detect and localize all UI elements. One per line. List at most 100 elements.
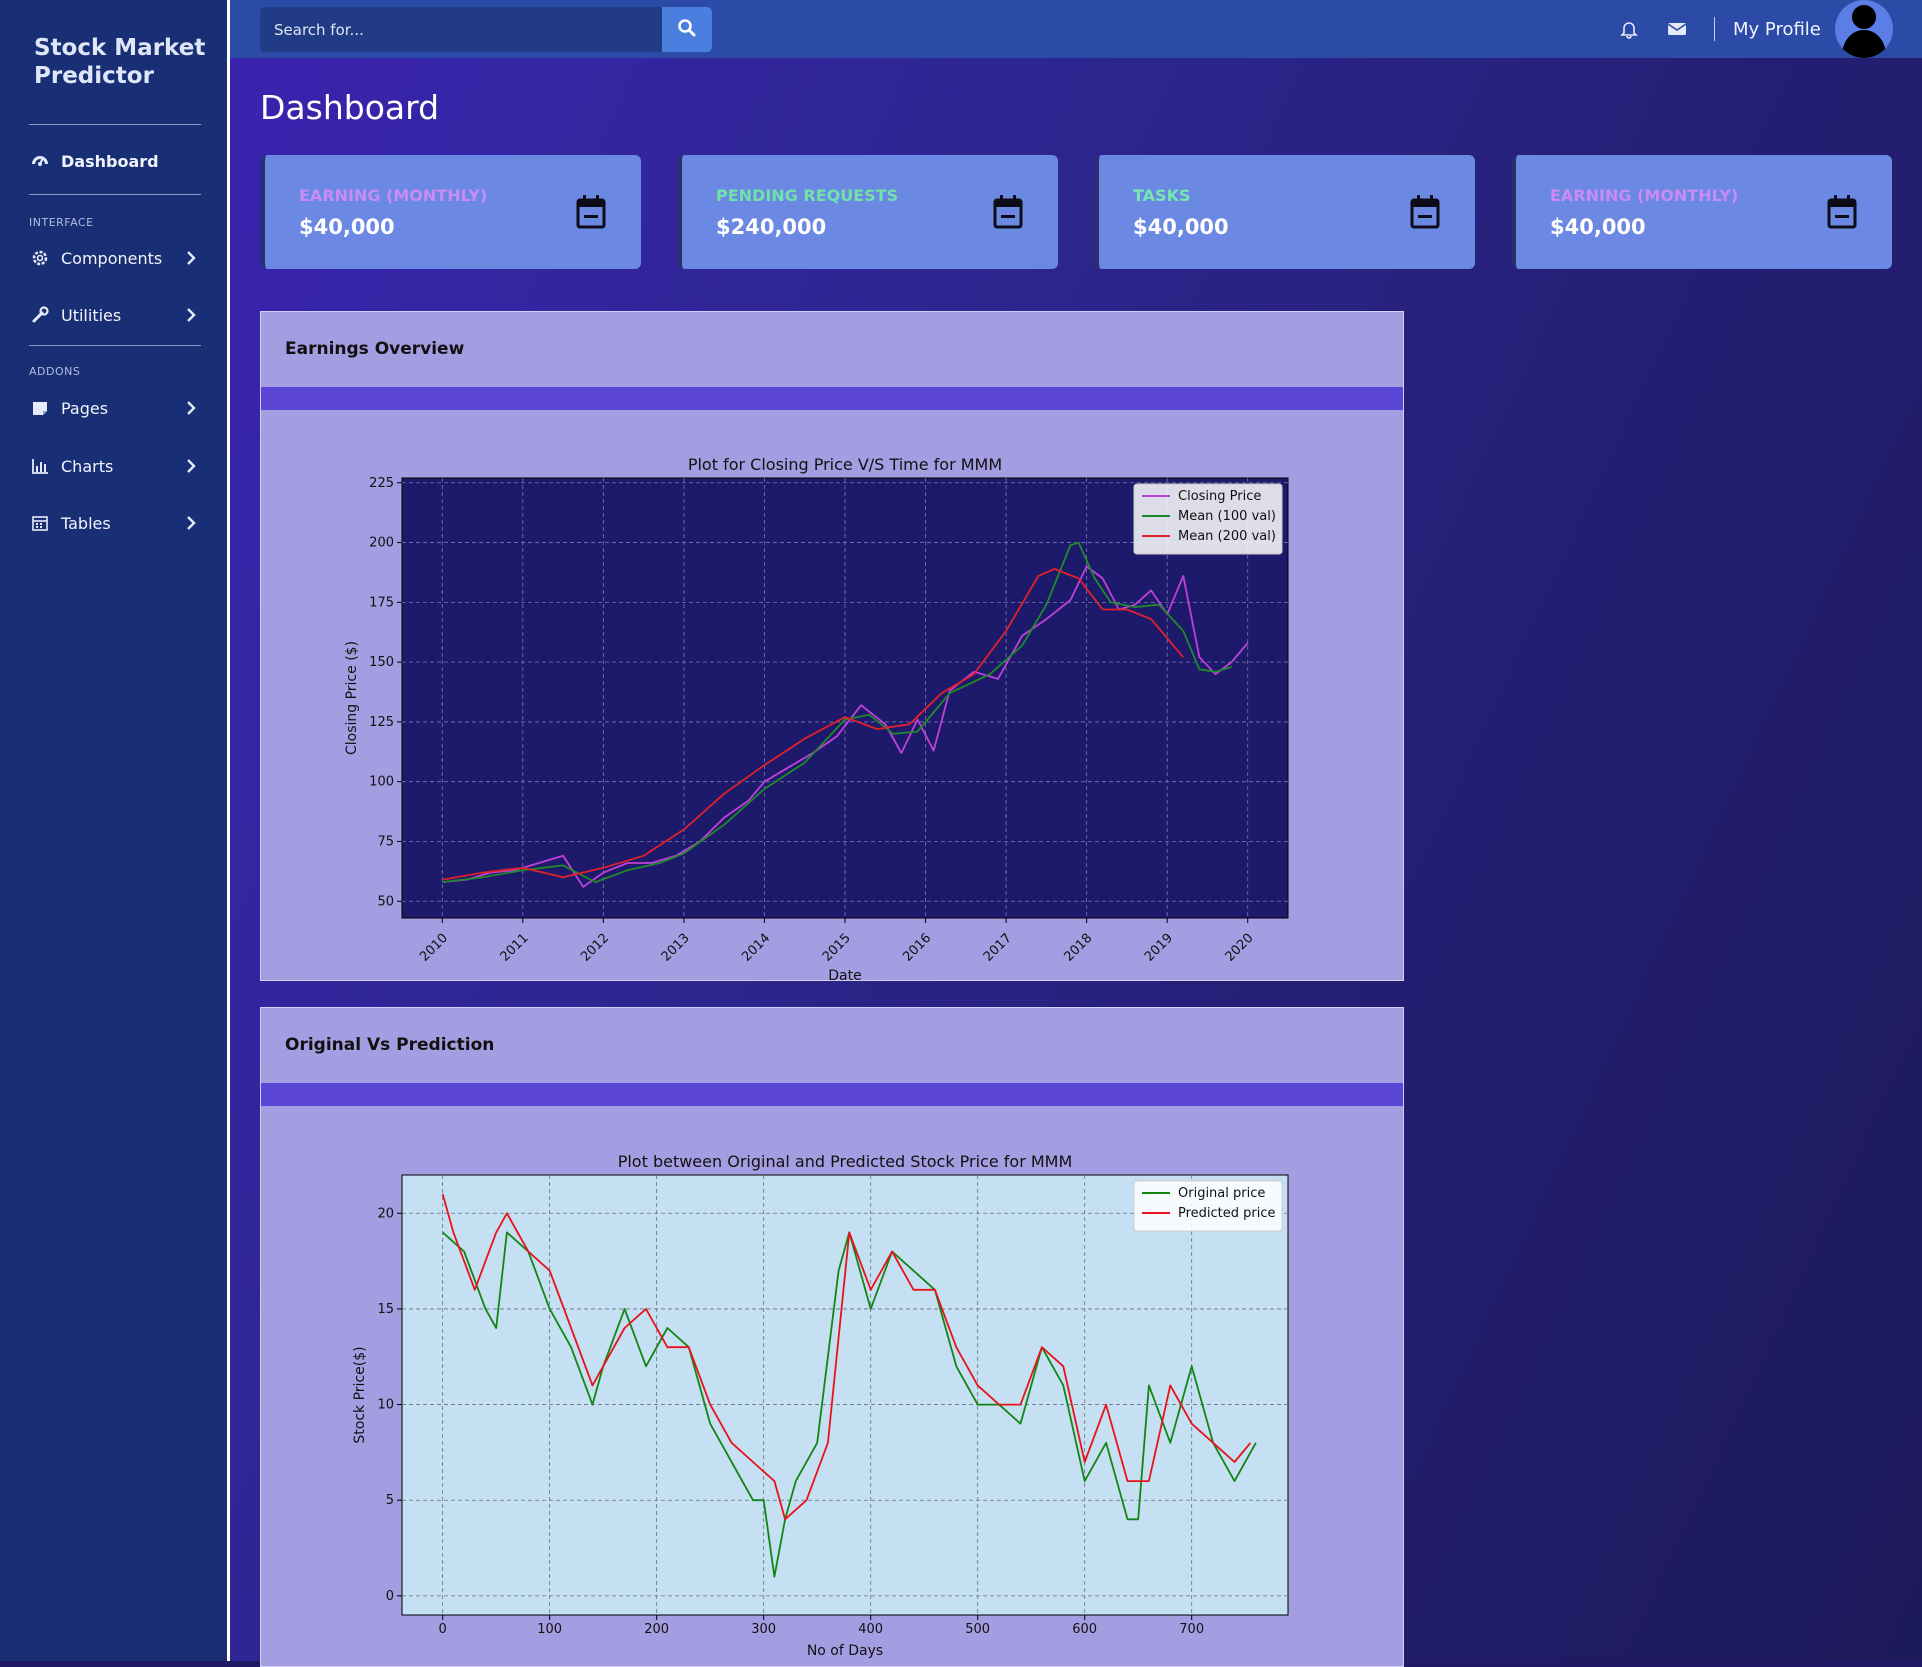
sidebar-item-label: Tables (61, 513, 111, 533)
card-label: PENDING REQUESTS (716, 186, 899, 205)
wrench-icon (29, 304, 51, 326)
x-tick-label: 100 (537, 1622, 562, 1637)
stat-card[interactable]: EARNING (MONTHLY) $40,000 (1512, 155, 1892, 269)
x-tick-label: 2017 (981, 931, 1015, 965)
y-tick-label: 5 (386, 1493, 394, 1508)
sidebar-heading-addons: ADDONS (29, 365, 81, 378)
y-tick-label: 50 (377, 894, 394, 909)
chevron-right-icon (181, 305, 201, 325)
x-tick-label: 2019 (1142, 931, 1176, 965)
sidebar-item-label: Pages (61, 398, 109, 418)
y-axis-label: Stock Price($) (352, 1346, 368, 1443)
sidebar-item-charts[interactable]: Charts (29, 446, 201, 486)
x-tick-label: 2012 (578, 931, 612, 965)
y-tick-label: 0 (386, 1589, 394, 1604)
stat-card[interactable]: PENDING REQUESTS $240,000 (678, 155, 1058, 269)
y-axis-label: Closing Price ($) (344, 641, 360, 755)
chart-title: Plot for Closing Price V/S Time for MMM (688, 455, 1002, 474)
calendar-icon (1409, 194, 1441, 230)
prediction-chart: 0 100 200 300 400 500 600 700 0 5 10 15 20 Plot betwe… (352, 1152, 1289, 1659)
y-tick-label: 75 (377, 834, 394, 849)
sidebar: Stock Market Predictor Dashboard INTERFA… (0, 0, 230, 1661)
x-tick-label: 0 (439, 1622, 447, 1637)
avatar[interactable] (1835, 0, 1893, 58)
gauge-icon (29, 150, 51, 172)
bar-chart-icon (29, 455, 51, 477)
sidebar-item-dashboard[interactable]: Dashboard (29, 141, 201, 181)
y-tick-label: 10 (377, 1398, 394, 1413)
search-button[interactable] (662, 7, 712, 52)
x-tick-label: 2013 (659, 931, 693, 965)
chart-title: Plot between Original and Predicted Stoc… (618, 1152, 1073, 1171)
topbar-separator (1714, 17, 1715, 41)
sidebar-divider (29, 194, 201, 195)
y-tick-label: 125 (369, 715, 394, 730)
x-tick-label: 600 (1072, 1622, 1097, 1637)
x-tick-label: 2018 (1061, 931, 1095, 965)
search-input[interactable] (260, 7, 662, 52)
y-tick-label: 200 (369, 536, 394, 551)
x-tick-label: 300 (751, 1622, 776, 1637)
x-axis-label: No of Days (807, 1643, 883, 1659)
series-line (442, 1231, 1257, 1578)
earnings-overview-panel: Earnings Overview 2010 2011 2012 2013 2014 20… (260, 311, 1404, 981)
series-line (442, 567, 1184, 881)
plot-area (401, 1174, 1289, 1616)
x-tick-label: 2014 (739, 931, 773, 965)
card-label: EARNING (MONTHLY) (1550, 186, 1739, 205)
folder-icon (29, 397, 51, 419)
legend-label: Predicted price (1178, 1206, 1276, 1221)
x-tick-label: 2010 (417, 931, 451, 965)
x-tick-label: 2015 (820, 931, 854, 965)
card-label: EARNING (MONTHLY) (299, 186, 488, 205)
closing-price-chart: 2010 2011 2012 2013 2014 2015 2016 2017 2018 2019… (344, 455, 1289, 980)
card-label: TASKS (1133, 186, 1191, 205)
x-axis-label: Date (828, 968, 861, 980)
chevron-right-icon (181, 456, 201, 476)
stat-card[interactable]: EARNING (MONTHLY) $40,000 (261, 155, 641, 269)
legend-box (1133, 483, 1283, 555)
sidebar-divider (29, 124, 201, 125)
sidebar-item-pages[interactable]: Pages (29, 388, 201, 428)
x-tick-label: 2020 (1223, 931, 1257, 965)
sidebar-item-label: Dashboard (61, 151, 159, 171)
x-tick-label: 700 (1179, 1622, 1204, 1637)
gear-icon (29, 247, 51, 269)
legend-label: Closing Price (1178, 489, 1261, 504)
stat-card[interactable]: TASKS $40,000 (1095, 155, 1475, 269)
sidebar-divider (29, 345, 201, 346)
sidebar-item-label: Components (61, 248, 163, 268)
page-title: Dashboard (260, 88, 440, 127)
legend-label: Mean (100 val) (1178, 509, 1276, 524)
chevron-right-icon (181, 248, 201, 268)
calendar-icon (29, 512, 51, 534)
envelope-icon[interactable] (1666, 18, 1688, 40)
bell-icon[interactable] (1618, 18, 1640, 40)
y-tick-label: 150 (369, 655, 394, 670)
main-content: My Profile Dashboard EARNING (MONTHLY) $… (230, 0, 1922, 1667)
card-value: $40,000 (1133, 215, 1229, 239)
legend-box (1133, 1180, 1283, 1232)
brand-title[interactable]: Stock Market Predictor (34, 35, 206, 89)
topbar: My Profile (230, 0, 1922, 58)
card-value: $40,000 (1550, 215, 1646, 239)
series-line (442, 541, 1232, 884)
sidebar-item-label: Utilities (61, 305, 122, 325)
profile-name[interactable]: My Profile (1733, 19, 1821, 40)
panel-title: Earnings Overview (285, 339, 465, 359)
card-value: $240,000 (716, 215, 827, 239)
sidebar-item-components[interactable]: Components (29, 238, 201, 278)
sidebar-item-label: Charts (61, 456, 114, 476)
x-tick-label: 200 (644, 1622, 669, 1637)
search-icon (677, 18, 697, 42)
panel-bar (261, 1083, 1403, 1106)
x-tick-label: 2011 (498, 931, 532, 965)
sidebar-item-tables[interactable]: Tables (29, 503, 201, 543)
sidebar-item-utilities[interactable]: Utilities (29, 295, 201, 335)
sidebar-heading-interface: INTERFACE (29, 216, 94, 229)
calendar-icon (1826, 194, 1858, 230)
series-line (441, 1193, 1252, 1521)
x-tick-label: 500 (965, 1622, 990, 1637)
series-line (442, 565, 1249, 888)
chevron-right-icon (181, 398, 201, 418)
